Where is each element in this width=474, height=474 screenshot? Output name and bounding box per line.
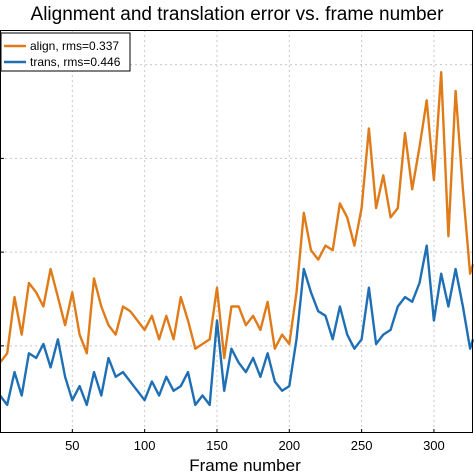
x-tick-label-1: 100	[134, 438, 156, 453]
plot-frame	[0, 30, 473, 433]
legend: align, rms=0.337 trans, rms=0.446	[0, 32, 131, 72]
chart-title: Alignment and translation error vs. fram…	[31, 4, 445, 25]
legend-label-0: align, rms=0.337	[30, 39, 119, 53]
plot-lines	[0, 70, 474, 407]
series-line-1	[0, 244, 474, 407]
x-tick-label-5: 300	[423, 438, 445, 453]
series-line-0	[0, 70, 474, 364]
grid	[0, 30, 473, 433]
x-tick-label-3: 200	[278, 438, 300, 453]
x-tick-label-2: 150	[206, 438, 228, 453]
x-tick-label-0: 50	[65, 438, 79, 453]
legend-label-1: trans, rms=0.446	[30, 55, 121, 69]
legend-box	[0, 32, 131, 72]
x-ticks: 50 100 150 200 250 300	[0, 64, 445, 453]
x-tick-label-4: 250	[351, 438, 373, 453]
x-axis-label: Frame number	[189, 456, 301, 474]
